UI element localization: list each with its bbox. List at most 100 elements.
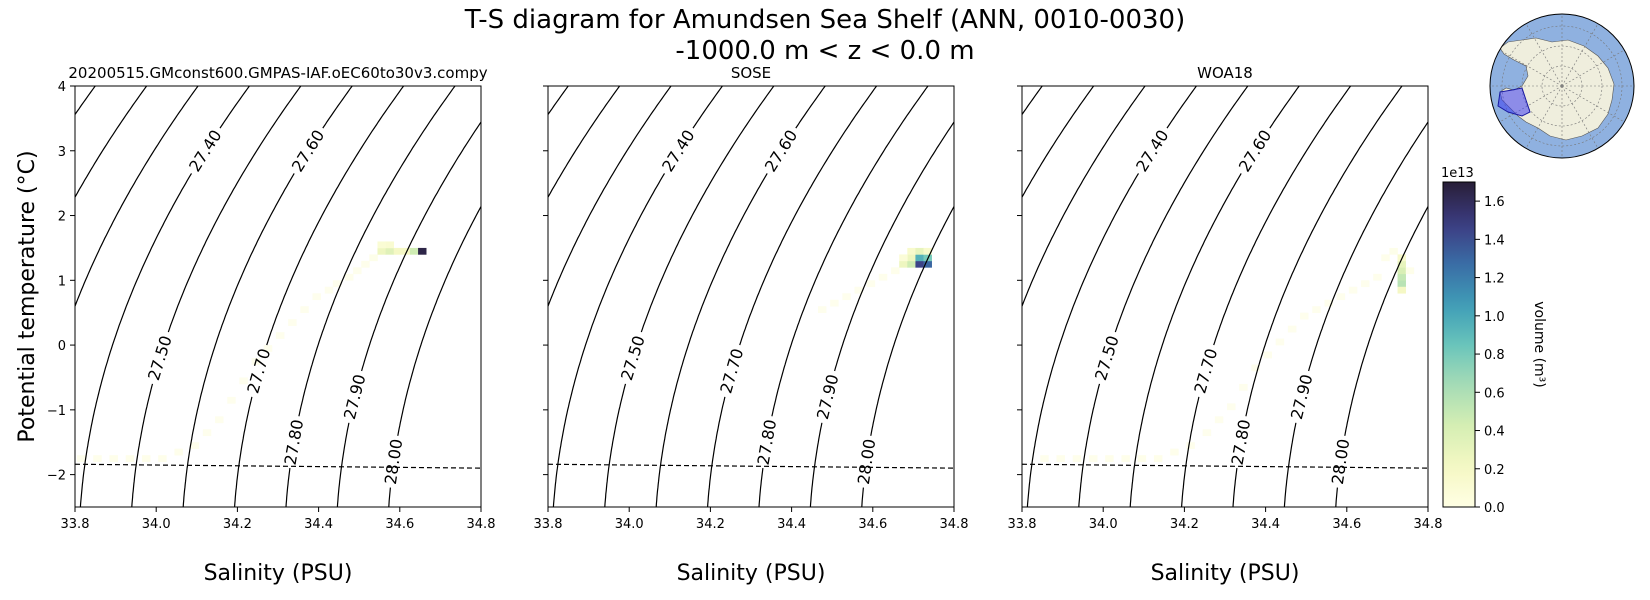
heatmap-cell: [1170, 448, 1179, 456]
density-contour: [548, 86, 569, 116]
heatmap-cell: [915, 247, 924, 255]
x-tick-label: 34.2: [1170, 517, 1199, 532]
heatmap-cell: [324, 286, 334, 294]
heatmap-cell: [1227, 403, 1236, 411]
density-contour: [361, 120, 481, 372]
heatmap-cell: [1397, 273, 1406, 281]
x-tick-label: 34.8: [467, 517, 496, 532]
contour-label: 27.70: [716, 346, 747, 395]
heatmap-cell: [907, 247, 916, 255]
x-tick-label: 33.8: [534, 517, 563, 532]
y-tick-label: 1: [58, 274, 66, 289]
density-contour: [501, 397, 519, 520]
heatmap-cell: [1287, 325, 1297, 333]
density-contour: [1129, 173, 1242, 507]
density-contour: [450, 345, 483, 520]
density-contour: [771, 86, 929, 417]
density-contour: [233, 396, 253, 507]
heatmap-cell: [1239, 383, 1248, 391]
heatmap-cell: [377, 241, 386, 249]
contour-label: 27.20: [475, 294, 509, 344]
heatmap-cell: [393, 247, 403, 255]
density-contour: [548, 86, 621, 199]
x-tick-label: 34.4: [777, 517, 806, 532]
heatmap-cell: [215, 416, 224, 424]
heatmap-cell: [1389, 247, 1398, 255]
heatmap-cell: [125, 455, 135, 462]
heatmap-cell: [1405, 267, 1415, 275]
panel-frame: [547, 85, 955, 508]
ts-panel-1: 27.0027.1027.2027.3027.4027.5027.6027.70…: [15, 64, 496, 586]
heatmap-cell: [409, 247, 419, 255]
map-border: [1489, 13, 1635, 159]
heatmap-cell: [385, 247, 395, 255]
heatmap-cell: [923, 260, 932, 268]
colorbar-label: volume (m³): [1531, 301, 1547, 388]
panel-title: SOSE: [731, 64, 771, 82]
heatmap-cell: [1324, 299, 1333, 307]
panel-title: WOA18: [1197, 64, 1253, 82]
colorbar: 0.0 0.2 0.4 0.6 0.8 1.0 1.2 1.4 1.6 1e13 volume (m…: [1441, 166, 1547, 516]
colorbar-tick-label: 0.6: [1484, 386, 1505, 401]
x-tick-label: 34.2: [696, 517, 725, 532]
heatmap-cell: [1121, 455, 1130, 462]
contour-label: 27.90: [1287, 372, 1316, 421]
heatmap-cell: [1312, 306, 1321, 313]
density-contour: [266, 86, 405, 346]
heatmap-cell: [842, 293, 851, 301]
y-tick-label: −1: [47, 404, 66, 419]
contour-label: 27.70: [1190, 346, 1221, 395]
colorbar-tick-label: 1.4: [1484, 233, 1505, 248]
ts-panel-3: 27.0027.1027.2027.3027.4027.5027.6027.70…: [955, 64, 1443, 586]
heatmap-cell: [1153, 455, 1163, 462]
contour-label: 27.60: [1235, 126, 1276, 175]
heatmap-cell: [1105, 455, 1114, 462]
heatmap-cell: [1088, 455, 1098, 462]
heatmap-cell: [923, 247, 932, 255]
density-contour: [1114, 86, 1249, 333]
x-tick-label: 34.4: [1251, 517, 1280, 532]
heatmap-cell: [1397, 280, 1406, 288]
y-axis-label: Potential temperature (°C): [15, 150, 40, 442]
density-contour: [604, 383, 627, 507]
density-contour: [336, 422, 350, 507]
density-contour: [75, 86, 199, 308]
colorbar-exponent: 1e13: [1441, 166, 1474, 181]
density-contour: [483, 73, 526, 135]
density-contour: [398, 216, 486, 521]
heatmap-cell: [899, 260, 908, 268]
x-tick-label: 34.8: [1414, 517, 1443, 532]
contour-label: 27.90: [340, 372, 369, 421]
density-contour: [861, 487, 864, 507]
colorbar-tick-label: 1.6: [1484, 195, 1505, 210]
heatmap-cell: [385, 241, 395, 249]
colorbar-tick-label: 0.8: [1484, 348, 1505, 363]
x-tick-label: 34.6: [385, 517, 414, 532]
contour-label: 28.00: [381, 438, 406, 486]
map-inner: [1490, 14, 1634, 158]
heatmap-cell: [141, 455, 151, 462]
panel-plot-area: 27.0027.1027.2027.3027.4027.5027.6027.70…: [955, 86, 1428, 507]
contour-label: 27.70: [243, 346, 274, 395]
figure-title-line2: -1000.0 m < z < 0.0 m: [675, 36, 974, 66]
panel-frame: [74, 85, 482, 508]
heatmap-cell: [1186, 442, 1195, 450]
contour-label: 27.40: [185, 126, 226, 175]
x-tick-label: 34.2: [223, 517, 252, 532]
colorbar-tick-label: 1.2: [1484, 272, 1505, 287]
heatmap-cell: [109, 455, 118, 462]
heatmap-cell: [1214, 416, 1224, 424]
heatmap-cell: [1251, 364, 1260, 372]
map-meridian: [1561, 23, 1599, 87]
heatmap-cell: [891, 267, 900, 275]
heatmap-cell: [1397, 267, 1406, 275]
density-contour: [1022, 86, 1146, 308]
density-contour: [298, 86, 456, 417]
density-contour: [1308, 120, 1428, 372]
heatmap-cell: [1056, 455, 1065, 462]
contour-label: 27.10: [955, 165, 994, 214]
heatmap-cell: [312, 293, 321, 301]
density-contour: [1022, 86, 1095, 199]
x-tick-label: 33.8: [1008, 517, 1037, 532]
